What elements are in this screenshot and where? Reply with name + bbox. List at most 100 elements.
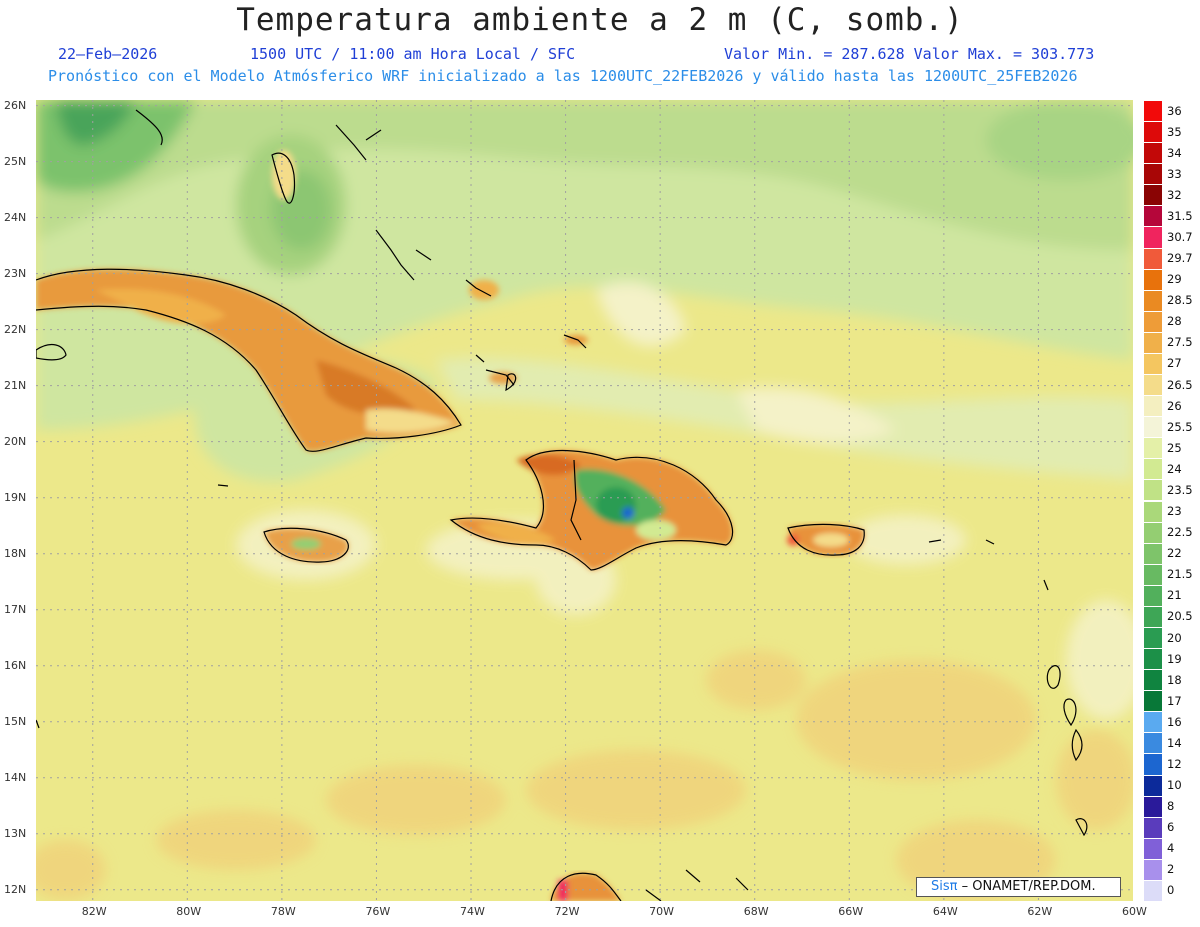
- color-scale-label: 12: [1167, 756, 1182, 771]
- forecast-date: 22–Feb–2026: [58, 45, 158, 63]
- color-swatch: [1144, 753, 1162, 775]
- color-scale-label: 20: [1167, 630, 1182, 645]
- color-scale-label: 16: [1167, 714, 1182, 729]
- latitude-label: 24N: [4, 210, 27, 224]
- color-scale-label: 29: [1167, 272, 1182, 287]
- forecast-time: 1500 UTC / 11:00 am Hora Local / SFC: [250, 45, 576, 63]
- color-swatch: [1144, 268, 1162, 290]
- longitude-label: 72W: [554, 905, 580, 918]
- color-scale-label: 33: [1167, 166, 1182, 181]
- color-swatch: [1144, 374, 1162, 396]
- color-swatch: [1144, 816, 1162, 838]
- color-scale-label: 25: [1167, 440, 1182, 455]
- color-swatch: [1144, 648, 1162, 670]
- color-swatch: [1144, 690, 1162, 712]
- color-swatch: [1144, 310, 1162, 332]
- color-scale-bar: [1144, 100, 1162, 901]
- color-scale-label: 20.5: [1167, 609, 1193, 624]
- color-swatch: [1144, 500, 1162, 522]
- latitude-label: 22N: [4, 322, 27, 336]
- color-scale-label: 8: [1167, 799, 1175, 814]
- color-scale-label: 17: [1167, 693, 1182, 708]
- color-swatch: [1144, 416, 1162, 438]
- color-swatch: [1144, 205, 1162, 227]
- color-scale-label: 2: [1167, 862, 1175, 877]
- color-swatch: [1144, 331, 1162, 353]
- coastlines: [36, 109, 1088, 901]
- credit-brand: Sisπ: [931, 879, 958, 894]
- latitude-label: 26N: [4, 98, 27, 112]
- color-scale-label: 35: [1167, 124, 1182, 139]
- color-scale-label: 21: [1167, 588, 1182, 603]
- color-swatch: [1144, 289, 1162, 311]
- color-scale-label: 10: [1167, 778, 1182, 793]
- color-scale-label: 23.5: [1167, 482, 1193, 497]
- color-swatch: [1144, 584, 1162, 606]
- color-swatch: [1144, 879, 1162, 901]
- latitude-label: 25N: [4, 154, 27, 168]
- color-scale-label: 27.5: [1167, 335, 1193, 350]
- color-swatch: [1144, 184, 1162, 206]
- temperature-map: [36, 100, 1133, 901]
- temperature-field: [36, 100, 1133, 901]
- longitude-label: 76W: [365, 905, 391, 918]
- min-max-values: Valor Min. = 287.628 Valor Max. = 303.77…: [724, 45, 1095, 63]
- longitude-label: 74W: [460, 905, 485, 918]
- color-scale-label: 32: [1167, 187, 1182, 202]
- color-swatch: [1144, 669, 1162, 691]
- longitude-label: 80W: [176, 905, 202, 918]
- color-scale-label: 29.7: [1167, 251, 1193, 266]
- color-scale-label: 21.5: [1167, 567, 1193, 582]
- color-swatch: [1144, 563, 1162, 585]
- longitude-label: 82W: [81, 905, 107, 918]
- color-scale-label: 30.7: [1167, 230, 1193, 244]
- color-swatch: [1144, 395, 1162, 417]
- map-title: Temperatura ambiente a 2 m (C, somb.): [236, 2, 964, 38]
- latitude-label: 14N: [4, 770, 27, 784]
- color-swatch: [1144, 521, 1162, 543]
- map-grid: [36, 100, 1133, 901]
- color-swatch: [1144, 858, 1162, 880]
- color-swatch: [1144, 774, 1162, 796]
- latitude-label: 13N: [4, 826, 27, 840]
- color-scale-label: 28: [1167, 314, 1182, 329]
- color-scale-label: 18: [1167, 672, 1182, 687]
- color-scale-label: 24: [1167, 461, 1182, 476]
- color-swatch: [1144, 458, 1162, 480]
- longitude-label: 62W: [1027, 905, 1053, 918]
- color-swatch: [1144, 121, 1162, 143]
- latitude-label: 16N: [4, 658, 27, 672]
- color-swatch: [1144, 247, 1162, 269]
- latitude-label: 19N: [4, 490, 27, 504]
- model-info: Pronóstico con el Modelo Atmósferico WRF…: [48, 67, 1078, 85]
- color-scale-label: 14: [1167, 735, 1182, 750]
- color-swatch: [1144, 837, 1162, 859]
- color-scale-label: 34: [1167, 145, 1182, 160]
- latitude-label: 17N: [4, 602, 27, 616]
- credit-box: Sisπ – ONAMET/REP.DOM.: [916, 877, 1121, 897]
- latitude-label: 15N: [4, 714, 27, 728]
- color-swatch: [1144, 626, 1162, 649]
- color-scale-label: 23: [1167, 504, 1182, 519]
- color-swatch: [1144, 352, 1162, 375]
- longitude-label: 70W: [649, 905, 675, 918]
- color-scale-label: 22: [1167, 546, 1182, 561]
- longitude-label: 60W: [1122, 905, 1147, 918]
- longitude-label: 78W: [270, 905, 296, 918]
- color-scale-label: 19: [1167, 651, 1182, 666]
- color-scale-label: 26.5: [1167, 377, 1193, 392]
- color-swatch: [1144, 542, 1162, 564]
- color-swatch: [1144, 226, 1162, 248]
- color-swatch: [1144, 795, 1162, 817]
- latitude-label: 18N: [4, 546, 27, 560]
- color-swatch: [1144, 711, 1162, 733]
- longitude-label: 66W: [838, 905, 864, 918]
- color-swatch: [1144, 142, 1162, 164]
- color-swatch: [1144, 100, 1162, 122]
- color-scale-label: 26: [1167, 398, 1182, 413]
- color-scale-label: 25.5: [1167, 419, 1193, 434]
- color-scale-label: 4: [1167, 841, 1175, 856]
- latitude-label: 12N: [4, 882, 27, 896]
- color-swatch: [1144, 163, 1162, 185]
- latitude-label: 20N: [4, 434, 27, 448]
